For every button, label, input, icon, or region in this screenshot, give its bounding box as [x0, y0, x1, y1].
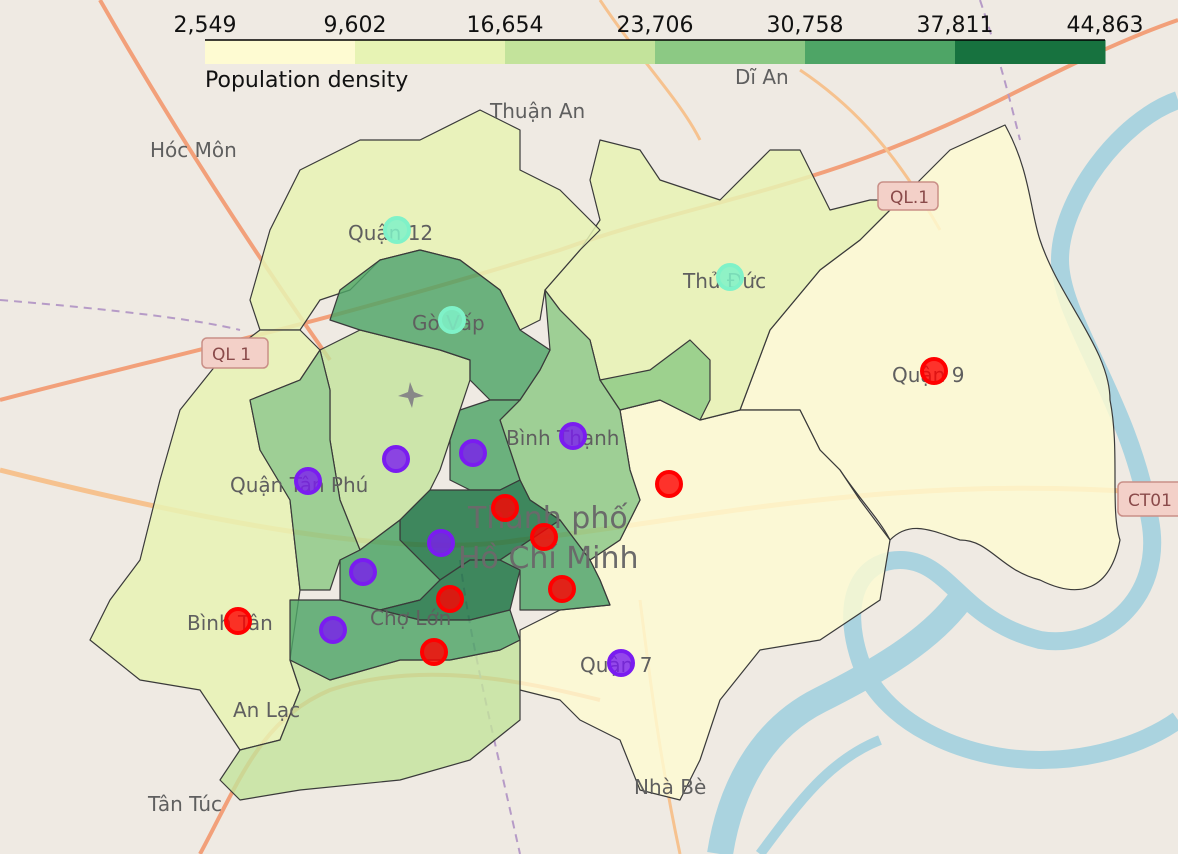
marker-red[interactable]: [548, 575, 576, 603]
road-shields: QL.1 QL 1 CT01: [201, 181, 1178, 517]
district-quan-9[interactable]: [739, 124, 1121, 591]
marker-red[interactable]: [530, 523, 558, 551]
shield-ql1-left-text: QL 1: [212, 345, 251, 365]
shield-ql1-top: [877, 181, 939, 211]
river-south-2: [755, 735, 882, 854]
legend-tick-label: 23,706: [617, 13, 694, 38]
legend-swatch: [355, 40, 506, 64]
legend-title: Population density: [205, 68, 408, 93]
marker-mint[interactable]: [716, 263, 744, 291]
marker-purple[interactable]: [607, 649, 635, 677]
road-dian: [598, 0, 702, 141]
label-tan-tuc: Tân Túc: [147, 792, 222, 816]
shield-ct01: [1117, 481, 1178, 517]
legend-tick-label: 16,654: [467, 13, 544, 38]
district-quan-6[interactable]: [289, 599, 521, 681]
marker-purple[interactable]: [459, 439, 487, 467]
marker-purple[interactable]: [349, 558, 377, 586]
label-thuan-an: Thuận An: [489, 99, 585, 123]
legend-tick-label: 2,549: [174, 13, 237, 38]
marker-purple[interactable]: [382, 445, 410, 473]
marker-red[interactable]: [224, 607, 252, 635]
marker-purple[interactable]: [559, 422, 587, 450]
legend-tick-label: 37,811: [917, 13, 994, 38]
legend-tick-label: 30,758: [767, 13, 844, 38]
boundary-dashed-3: [979, 0, 1021, 141]
marker-red[interactable]: [491, 494, 519, 522]
legend-swatch: [205, 40, 356, 64]
label-cho-lon: Chợ Lớn: [370, 606, 451, 630]
marker-mint[interactable]: [383, 216, 411, 244]
legend-swatch: [655, 40, 806, 64]
label-an-lac: An Lạc: [233, 698, 300, 722]
label-hoc-mon: Hóc Môn: [150, 138, 237, 162]
markers: [224, 216, 948, 677]
boundary-dashed: [0, 299, 241, 331]
airport-icon: [398, 382, 424, 408]
label-di-an: Dĩ An: [735, 65, 789, 89]
legend-ticks: 2,549 9,602 16,654 23,706 30,758 37,811 44,863: [174, 13, 1144, 38]
legend-swatch: [805, 40, 956, 64]
marker-purple[interactable]: [427, 529, 455, 557]
label-nha-be: Nhà Bè: [634, 775, 706, 799]
legend: 2,549 9,602 16,654 23,706 30,758 37,811 44,863…: [174, 13, 1144, 93]
legend-color-bar: [205, 40, 1106, 64]
legend-tick-label: 9,602: [324, 13, 387, 38]
marker-red[interactable]: [420, 638, 448, 666]
marker-red[interactable]: [655, 470, 683, 498]
district-polygons: [89, 109, 1121, 801]
marker-mint[interactable]: [438, 306, 466, 334]
river-south: [707, 591, 971, 854]
district-phu-nhuan[interactable]: [599, 339, 711, 421]
legend-swatch: [955, 40, 1106, 64]
legend-tick-label: 44,863: [1067, 13, 1144, 38]
saigon-river: [843, 91, 1178, 770]
shield-ql1-top-text: QL.1: [890, 188, 929, 208]
marker-purple[interactable]: [319, 616, 347, 644]
shield-ct01-text: CT01: [1128, 491, 1172, 511]
marker-purple[interactable]: [294, 467, 322, 495]
legend-swatch: [505, 40, 656, 64]
marker-red[interactable]: [920, 357, 948, 385]
marker-red[interactable]: [436, 585, 464, 613]
shield-ql1-left: [201, 337, 269, 369]
